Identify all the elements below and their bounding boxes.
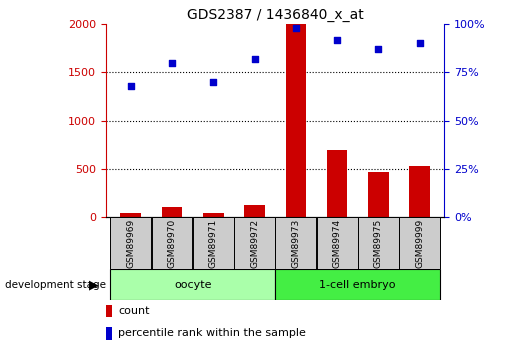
Bar (121, 213, 141, 217)
Text: GSM89999: GSM89999 (415, 219, 424, 268)
Text: count: count (118, 306, 149, 316)
Point (333, 37, 341, 42)
Bar (162, 207, 182, 217)
Bar (193, 217, 234, 269)
Text: GSM89975: GSM89975 (374, 219, 383, 268)
Bar (285, 24, 306, 217)
Text: oocyte: oocyte (174, 280, 212, 289)
Text: GSM89973: GSM89973 (291, 219, 300, 268)
Bar (399, 217, 440, 269)
Bar (368, 172, 389, 217)
Bar (152, 217, 192, 269)
Point (292, 25, 300, 31)
Bar (203, 213, 224, 217)
Text: GSM89970: GSM89970 (168, 219, 177, 268)
Point (168, 60, 176, 66)
Point (250, 56, 259, 62)
Bar (275, 217, 316, 269)
Bar (106, 327, 112, 339)
Bar (317, 217, 358, 269)
Title: GDS2387 / 1436840_x_at: GDS2387 / 1436840_x_at (187, 8, 364, 22)
Point (416, 41, 424, 46)
Text: GSM89969: GSM89969 (126, 219, 135, 268)
Text: GSM89972: GSM89972 (250, 219, 259, 268)
Text: 1-cell embryo: 1-cell embryo (320, 280, 396, 289)
Bar (327, 150, 347, 217)
Text: GSM89974: GSM89974 (333, 219, 341, 268)
Text: ▶: ▶ (88, 278, 98, 291)
Text: GSM89971: GSM89971 (209, 219, 218, 268)
Bar (111, 217, 151, 269)
Bar (275, 269, 440, 300)
Bar (358, 217, 399, 269)
Bar (106, 305, 112, 317)
Bar (410, 166, 430, 217)
Bar (110, 269, 275, 300)
Bar (234, 217, 275, 269)
Text: development stage: development stage (5, 280, 106, 289)
Text: percentile rank within the sample: percentile rank within the sample (118, 328, 306, 338)
Point (209, 79, 217, 85)
Point (127, 83, 135, 89)
Point (374, 47, 382, 52)
Bar (244, 205, 265, 217)
